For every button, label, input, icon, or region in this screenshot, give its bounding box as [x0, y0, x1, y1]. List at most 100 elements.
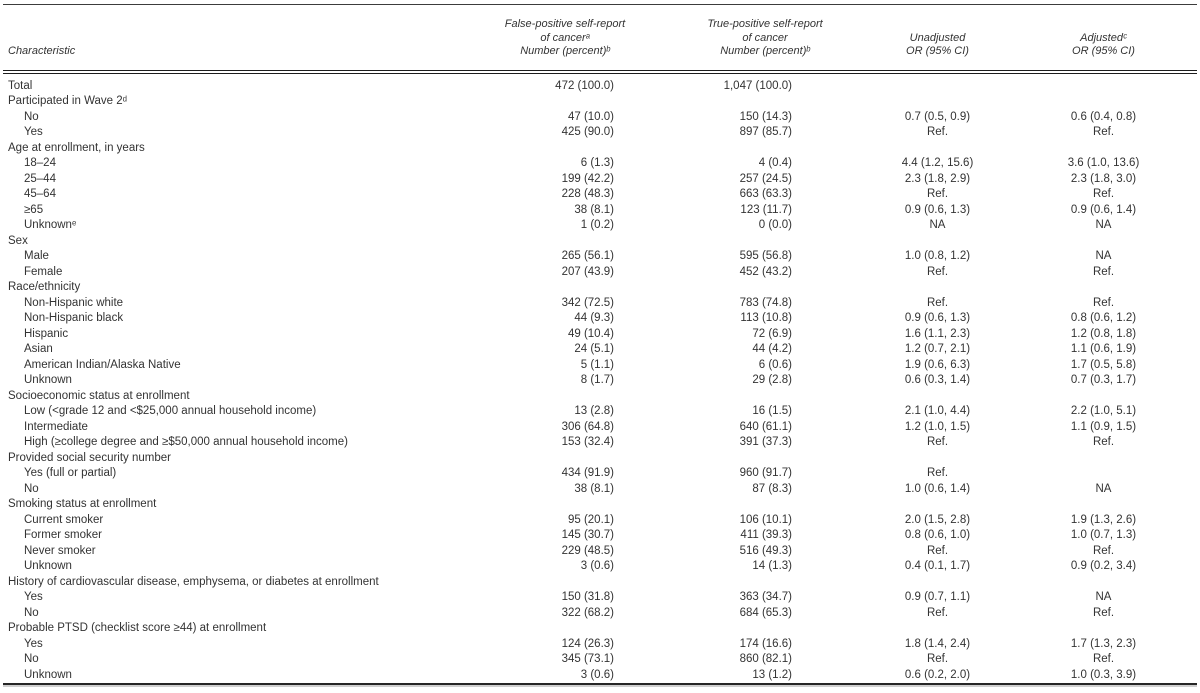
table-row: Non-Hispanic black 44 (9.3) 113 (10.8) 0.9 … — [3, 311, 1197, 327]
cell-false-positive — [465, 94, 665, 110]
cell-true-positive: 897 (85.7) — [739, 126, 792, 138]
cell-unadjusted-or — [865, 141, 1010, 157]
cell-false-positive — [465, 234, 665, 250]
cell-characteristic: ≥65 — [24, 203, 44, 216]
cell-true-positive: 14 (1.3) — [752, 560, 792, 572]
cell-adjusted-or: 0.7 (0.3, 1.7) — [1070, 374, 1137, 386]
cell-false-positive: 44 (9.3) — [574, 312, 614, 324]
cell-false-positive: 95 (20.1) — [567, 513, 614, 526]
cell-adjusted-or: Ref. — [1092, 296, 1115, 309]
cell-adjusted-or: NA — [1095, 250, 1112, 262]
cell-adjusted-or: Ref. — [1092, 126, 1115, 138]
cell-characteristic: Non-Hispanic white — [24, 296, 124, 309]
cell-unadjusted-or — [865, 451, 1010, 467]
cell-adjusted-or — [1010, 389, 1197, 405]
cell-unadjusted-or: Ref. — [926, 296, 949, 309]
column-header-unadjusted-or: Unadjusted OR (95% CI) — [865, 5, 1010, 72]
cell-characteristic: No — [24, 110, 39, 123]
cell-adjusted-or: 0.9 (0.2, 3.4) — [1070, 560, 1137, 572]
cell-characteristic: Smoking status at enrollment — [8, 498, 157, 510]
cell-false-positive: 13 (2.8) — [574, 405, 614, 417]
cell-adjusted-or: 1.0 (0.3, 3.9) — [1070, 668, 1137, 681]
cell-unadjusted-or — [865, 389, 1010, 405]
cell-unadjusted-or: 1.6 (1.1, 2.3) — [904, 327, 971, 340]
cell-unadjusted-or: Ref. — [926, 265, 949, 278]
table-row: Current smoker 95 (20.1) 106 (10.1) 2.0 (1.… — [3, 513, 1197, 529]
cell-characteristic: Yes — [24, 126, 43, 138]
cell-false-positive: 425 (90.0) — [561, 126, 614, 138]
cell-false-positive — [465, 451, 665, 467]
header-line: OR (95% CI) — [1072, 45, 1135, 57]
cell-adjusted-or — [1010, 94, 1197, 110]
cell-true-positive: 113 (10.8) — [740, 312, 792, 324]
cell-false-positive — [465, 497, 665, 513]
table-row: Asian 24 (5.1) 44 (4.2) 1.2 (0.7, 2.1) 1.1 (… — [3, 342, 1197, 358]
cell-true-positive: 783 (74.8) — [739, 296, 792, 309]
cell-unadjusted-or: Ref. — [926, 606, 949, 619]
cell-unadjusted-or: 2.3 (1.8, 2.9) — [904, 172, 971, 185]
table-row: Unknown 3 (0.6) 13 (1.2) 0.6 (0.2, 2.0) 1.0 … — [3, 668, 1197, 685]
table-row: Unknownᵉ 1 (0.2) 0 (0.0) NA NA — [3, 218, 1197, 234]
cell-characteristic: Age at enrollment, in years — [8, 141, 145, 154]
cell-false-positive — [465, 575, 665, 591]
cell-unadjusted-or — [865, 72, 1010, 95]
cell-unadjusted-or: Ref. — [926, 653, 949, 665]
table-body: Total 472 (100.0) 1,047 (100.0) Participate… — [3, 72, 1197, 685]
section-row: Probable PTSD (checklist score ≥44) at e… — [3, 621, 1197, 637]
cell-true-positive: 6 (0.6) — [758, 358, 792, 371]
cell-adjusted-or — [1010, 497, 1197, 513]
table-row: No 38 (8.1) 87 (8.3) 1.0 (0.6, 1.4) NA — [3, 482, 1197, 498]
cell-characteristic: Socioeconomic status at enrollment — [8, 389, 190, 402]
cell-false-positive: 229 (48.5) — [561, 544, 614, 557]
cell-unadjusted-or: Ref. — [926, 436, 949, 448]
section-row: Age at enrollment, in years — [3, 141, 1197, 157]
header-line: Characteristic — [8, 45, 76, 57]
column-header-adjusted-or: Adjustedᶜ OR (95% CI) — [1010, 5, 1197, 72]
cell-adjusted-or: 0.6 (0.4, 0.8) — [1070, 110, 1137, 123]
table-row: Yes 150 (31.8) 363 (34.7) 0.9 (0.7, 1.1) NA — [3, 590, 1197, 606]
cell-true-positive — [665, 141, 865, 157]
cell-true-positive: 860 (82.1) — [739, 653, 792, 665]
cell-characteristic: Never smoker — [24, 544, 96, 557]
cell-characteristic: Total — [8, 79, 33, 92]
cell-unadjusted-or — [865, 280, 1010, 296]
cell-true-positive — [665, 497, 865, 513]
cell-unadjusted-or: 0.9 (0.7, 1.1) — [904, 591, 971, 603]
cell-characteristic: Probable PTSD (checklist score ≥44) at e… — [8, 622, 267, 634]
cell-adjusted-or: Ref. — [1092, 653, 1115, 665]
table-row: No 345 (73.1) 860 (82.1) Ref. Ref. — [3, 652, 1197, 668]
cell-false-positive: 265 (56.1) — [561, 250, 614, 262]
cell-unadjusted-or: 0.7 (0.5, 0.9) — [904, 110, 971, 123]
table-row: Intermediate 306 (64.8) 640 (61.1) 1.2 (1.0… — [3, 420, 1197, 436]
cell-true-positive: 960 (91.7) — [739, 467, 792, 479]
cell-characteristic: Non-Hispanic black — [24, 312, 124, 324]
cell-unadjusted-or — [865, 575, 1010, 591]
cell-true-positive: 44 (4.2) — [752, 343, 792, 355]
cell-adjusted-or: 1.0 (0.7, 1.3) — [1070, 529, 1137, 541]
table-row: Total 472 (100.0) 1,047 (100.0) — [3, 72, 1197, 95]
cell-characteristic: American Indian/Alaska Native — [24, 358, 181, 371]
cell-true-positive — [665, 389, 865, 405]
cell-false-positive: 207 (43.9) — [561, 265, 614, 278]
cell-adjusted-or: Ref. — [1092, 265, 1115, 278]
header-row: Characteristic False-positive self-repor… — [3, 5, 1197, 72]
cell-false-positive: 306 (64.8) — [561, 420, 614, 433]
table-row: Yes 425 (90.0) 897 (85.7) Ref. Ref. — [3, 125, 1197, 141]
cell-true-positive: 1,047 (100.0) — [723, 79, 792, 92]
cell-adjusted-or: 0.9 (0.6, 1.4) — [1070, 203, 1137, 216]
cell-false-positive: 24 (5.1) — [574, 343, 614, 355]
cell-characteristic: No — [24, 482, 39, 495]
cell-false-positive: 38 (8.1) — [574, 203, 614, 216]
cell-true-positive: 72 (6.9) — [752, 327, 792, 340]
cell-adjusted-or: 1.2 (0.8, 1.8) — [1070, 327, 1137, 340]
cell-false-positive: 5 (1.1) — [580, 358, 614, 371]
cell-true-positive — [665, 234, 865, 250]
cell-unadjusted-or: 1.9 (0.6, 6.3) — [904, 358, 971, 371]
header-line: of cancerᵃ — [540, 31, 590, 44]
cell-unadjusted-or — [865, 234, 1010, 250]
cell-characteristic: High (≥college degree and ≥$50,000 annua… — [24, 436, 348, 448]
cell-unadjusted-or: Ref. — [926, 126, 949, 138]
cell-unadjusted-or: 0.4 (0.1, 1.7) — [904, 560, 971, 572]
header-line: Number (percent)ᵇ — [720, 45, 810, 57]
cell-unadjusted-or: 2.0 (1.5, 2.8) — [904, 513, 971, 526]
